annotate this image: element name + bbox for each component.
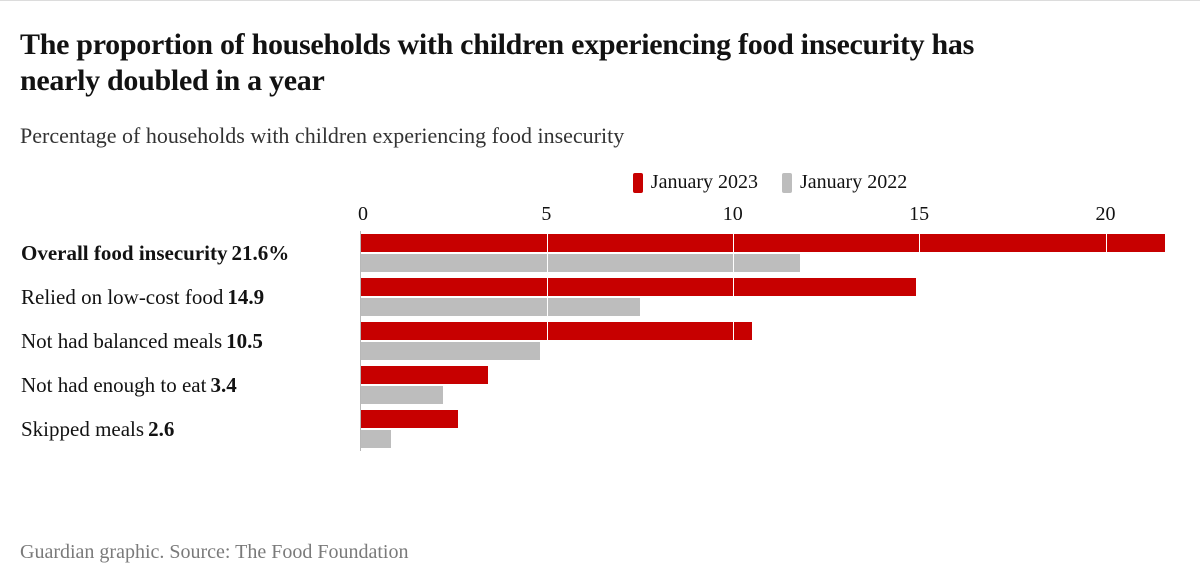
category-label-value: 3.4 <box>210 373 236 397</box>
bar-2022 <box>361 430 391 448</box>
category-label: Not had balanced meals10.5 <box>21 319 351 363</box>
bar-2022 <box>361 386 443 404</box>
bars-container: Overall food insecurity21.6%Relied on lo… <box>360 231 1180 451</box>
x-axis-tick-label: 15 <box>909 203 929 226</box>
chart-row: Skipped meals2.6 <box>361 407 1180 451</box>
bar-2022 <box>361 342 540 360</box>
category-label-text: Skipped meals <box>21 417 144 441</box>
chart-subtitle: Percentage of households with children e… <box>20 123 1180 149</box>
category-label-text: Relied on low-cost food <box>21 285 223 309</box>
bar-2023 <box>361 410 458 428</box>
chart-row: Not had balanced meals10.5 <box>361 319 1180 363</box>
legend-label-2023: January 2023 <box>651 171 758 194</box>
category-label-value: 14.9 <box>227 285 264 309</box>
chart-legend: January 2023 January 2022 <box>360 171 1180 194</box>
chart-row: Not had enough to eat3.4 <box>361 363 1180 407</box>
bar-2022 <box>361 254 800 272</box>
category-label: Overall food insecurity21.6% <box>21 231 351 275</box>
chart-title: The proportion of households with childr… <box>20 27 1000 99</box>
bar-2023 <box>361 278 916 296</box>
category-label-text: Not had balanced meals <box>21 329 222 353</box>
category-label: Relied on low-cost food14.9 <box>21 275 351 319</box>
category-label-value: 10.5 <box>226 329 263 353</box>
food-insecurity-chart: The proportion of households with childr… <box>0 0 1200 580</box>
category-label-text: Not had enough to eat <box>21 373 206 397</box>
chart-source: Guardian graphic. Source: The Food Found… <box>20 541 408 564</box>
chart-row: Overall food insecurity21.6% <box>361 231 1180 275</box>
legend-label-2022: January 2022 <box>800 171 907 194</box>
x-axis-tick-label: 20 <box>1095 203 1115 226</box>
category-label-value: 21.6% <box>231 241 289 265</box>
bar-2022 <box>361 298 640 316</box>
legend-swatch-2022 <box>782 173 792 193</box>
x-axis-tick-label: 0 <box>358 203 368 226</box>
x-axis-labels: 0 5 10 15 20 <box>360 203 1180 229</box>
category-label: Not had enough to eat3.4 <box>21 363 351 407</box>
legend-item-2022: January 2022 <box>782 171 907 194</box>
chart-row: Relied on low-cost food14.9 <box>361 275 1180 319</box>
legend-item-2023: January 2023 <box>633 171 758 194</box>
legend-swatch-2023 <box>633 173 643 193</box>
bar-2023 <box>361 322 752 340</box>
x-axis-tick-label: 10 <box>723 203 743 226</box>
category-label-value: 2.6 <box>148 417 174 441</box>
category-label-text: Overall food insecurity <box>21 241 227 265</box>
category-label: Skipped meals2.6 <box>21 407 351 451</box>
x-axis-tick-label: 5 <box>541 203 551 226</box>
plot-area: January 2023 January 2022 0 5 10 15 20 Overa… <box>20 171 1180 451</box>
bar-2023 <box>361 366 488 384</box>
bar-2023 <box>361 234 1165 252</box>
